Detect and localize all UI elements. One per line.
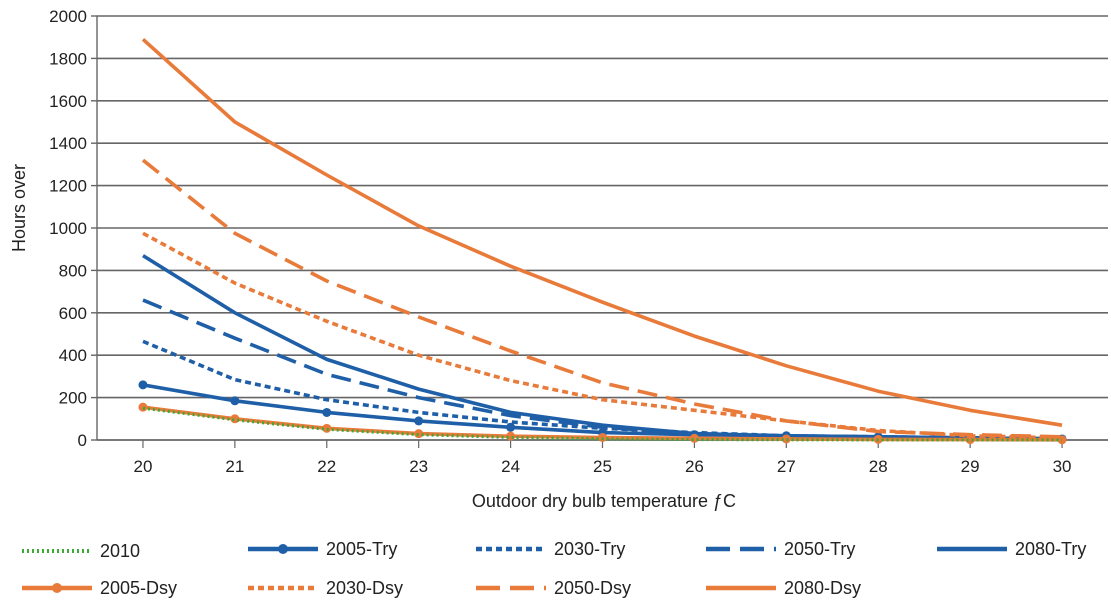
- x-tick-label: 22: [317, 457, 336, 476]
- series-line-2030-dsy: [142, 231, 1063, 440]
- grid-lines: [97, 15, 1108, 441]
- legend-label: 2030-Try: [554, 539, 625, 559]
- data-point-2005-try: [322, 407, 332, 417]
- legend-marker: [278, 544, 288, 554]
- y-tick-label: 1400: [49, 134, 87, 153]
- legend-item-2005-dsy: 2005-Dsy: [22, 578, 177, 598]
- legend-label: 2005-Dsy: [100, 578, 177, 598]
- legend-item-2050-try: 2050-Try: [706, 539, 855, 559]
- data-point-2005-try: [506, 422, 516, 432]
- x-tick-label: 24: [501, 457, 520, 476]
- legend-label: 2030-Dsy: [326, 578, 403, 598]
- y-tick-label: 2000: [49, 7, 87, 26]
- x-tick-label: 30: [1053, 457, 1072, 476]
- data-point-2005-try: [138, 380, 148, 390]
- data-point-2005-dsy: [138, 402, 148, 412]
- y-tick-label: 1800: [49, 49, 87, 68]
- data-point-2005-dsy: [414, 429, 424, 439]
- legend-item-2030-dsy: 2030-Dsy: [248, 578, 403, 598]
- legend-item-2010: 2010: [22, 541, 140, 561]
- legend-label: 2050-Try: [784, 539, 855, 559]
- legend-label: 2050-Dsy: [554, 578, 631, 598]
- x-tick-label: 27: [777, 457, 796, 476]
- y-tick-label: 1000: [49, 219, 87, 238]
- y-tick-label: 200: [59, 389, 87, 408]
- series-line-2050-try: [142, 298, 1063, 441]
- x-tick-label: 23: [409, 457, 428, 476]
- legend: 2010 2005-Try 2030-Try 2050-Try 2080-Try 2005…: [22, 539, 1086, 598]
- x-axis-title: Outdoor dry bulb temperature ƒC: [472, 491, 736, 511]
- x-tick-label: 28: [869, 457, 888, 476]
- x-tick-label: 25: [593, 457, 612, 476]
- legend-marker: [52, 583, 62, 593]
- x-tick-label: 26: [685, 457, 704, 476]
- y-tick-label: 600: [59, 304, 87, 323]
- y-axis-ticks: 0 200 400 600 800 1000 1200 1400 1600 1800 2000: [49, 7, 97, 450]
- data-point-2005-dsy: [781, 434, 791, 444]
- x-tick-label: 21: [225, 457, 244, 476]
- legend-label: 2010: [100, 541, 140, 561]
- series-line-2080-try: [142, 254, 1063, 441]
- x-tick-label: 29: [961, 457, 980, 476]
- legend-label: 2080-Try: [1015, 539, 1086, 559]
- legend-item-2080-dsy: 2080-Dsy: [706, 578, 861, 598]
- legend-item-2030-try: 2030-Try: [476, 539, 625, 559]
- series-line-2080-dsy: [141, 37, 1063, 427]
- y-tick-label: 800: [59, 261, 87, 280]
- series-lines: [138, 37, 1067, 445]
- y-tick-label: 0: [78, 431, 87, 450]
- legend-item-2005-try: 2005-Try: [248, 539, 397, 559]
- y-tick-label: 1600: [49, 92, 87, 111]
- data-point-2005-try: [230, 396, 240, 406]
- y-tick-label: 1200: [49, 177, 87, 196]
- series-line-2010: [142, 406, 1062, 442]
- y-tick-label: 400: [59, 346, 87, 365]
- legend-item-2080-try: 2080-Try: [937, 539, 1086, 559]
- legend-item-2050-dsy: 2050-Dsy: [476, 578, 631, 598]
- legend-label: 2080-Dsy: [784, 578, 861, 598]
- legend-label: 2005-Try: [326, 539, 397, 559]
- x-tick-label: 20: [133, 457, 152, 476]
- series-line-2050-dsy: [141, 158, 1063, 439]
- y-axis-title: Hours over: [9, 164, 29, 252]
- data-point-2005-try: [414, 416, 424, 426]
- data-point-2005-dsy: [322, 423, 332, 433]
- x-axis-ticks: 20 21 22 23 24 25 26 27 28 29 30: [133, 440, 1072, 476]
